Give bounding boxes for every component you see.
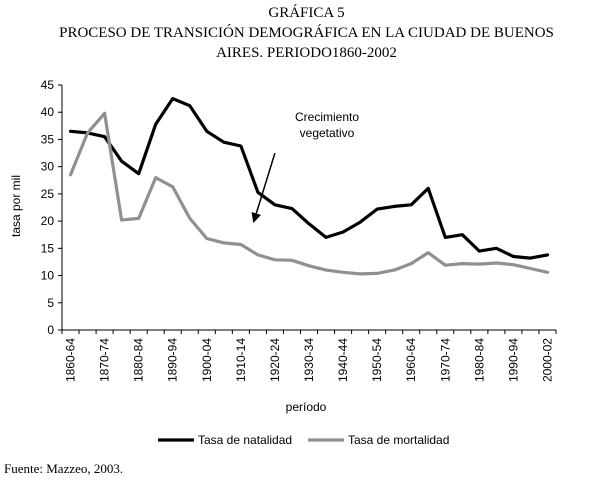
y-tick-label: 45: [41, 78, 55, 92]
x-tick-label: 1990-94: [506, 338, 520, 382]
x-tick-label: 1890-94: [166, 338, 180, 382]
y-axis: 0 5 10 15 20 25 30 35 40 45: [41, 78, 63, 337]
y-tick-label: 5: [47, 296, 54, 310]
x-tick-label: 1930-34: [302, 338, 316, 382]
y-tick-label: 0: [47, 323, 54, 337]
y-tick-label: 25: [41, 187, 55, 201]
chart-title-line-3: AIRES. PERIODO1860-2002: [216, 45, 397, 61]
x-tick-label: 1920-24: [268, 338, 282, 382]
chart-title-line-2: PROCESO DE TRANSICIÓN DEMOGRÁFICA EN LA …: [59, 25, 554, 41]
x-tick-label: 1900-04: [200, 338, 214, 382]
y-tick-label: 15: [41, 241, 55, 255]
x-tick-label: 1940-44: [336, 338, 350, 382]
source-note: Fuente: Mazzeo, 2003.: [4, 461, 124, 476]
chart-title-line-1: GRÁFICA 5: [268, 5, 345, 21]
y-tick-label: 35: [41, 132, 55, 146]
legend-label-natalidad: Tasa de natalidad: [198, 433, 292, 447]
y-tick-label: 40: [41, 105, 55, 119]
x-axis: 1860-64 1870-74 1880-84 1890-94 1900-04 1910-…: [61, 329, 557, 382]
x-axis-label: período: [286, 400, 327, 414]
annotation-text: vegetativo: [300, 126, 355, 140]
series-lines: [68, 96, 550, 276]
x-tick-label: 1910-14: [234, 338, 248, 382]
y-axis-label: tasa por mil: [9, 175, 23, 237]
annotation: Crecimiento vegetativo: [251, 110, 359, 224]
x-tick-label: 1970-74: [438, 338, 452, 382]
annotation-arrow: [251, 152, 276, 224]
annotation-text: Crecimiento: [295, 110, 359, 124]
series-line-mortalidad: [68, 111, 550, 276]
y-tick-label: 30: [41, 160, 55, 174]
y-tick-label: 20: [41, 214, 55, 228]
y-tick-label: 10: [41, 269, 55, 283]
legend: Tasa de natalidad Tasa de mortalidad: [158, 433, 449, 447]
x-tick-label: 1860-64: [64, 338, 78, 382]
series-line-natalidad: [68, 96, 550, 260]
x-tick-label: 1980-84: [472, 338, 486, 382]
x-tick-label: 1880-84: [132, 338, 146, 382]
x-tick-label: 1950-54: [370, 338, 384, 382]
x-tick-label: 1960-64: [404, 338, 418, 382]
x-tick-label: 1870-74: [98, 338, 112, 382]
legend-label-mortalidad: Tasa de mortalidad: [348, 433, 449, 447]
x-tick-label: 2000-02: [540, 338, 554, 382]
